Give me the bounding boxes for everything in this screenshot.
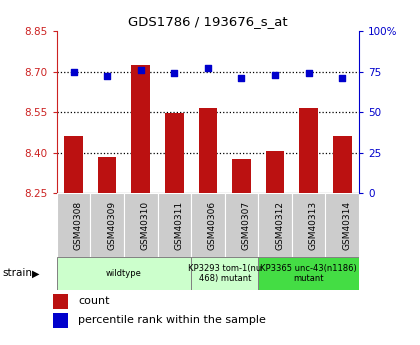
- Bar: [64, 136, 83, 193]
- Bar: [232, 159, 251, 193]
- Point: [205, 66, 211, 71]
- Bar: [299, 108, 318, 193]
- Point: [339, 75, 346, 81]
- Bar: [292, 193, 326, 257]
- Bar: [158, 193, 191, 257]
- Bar: [191, 257, 258, 290]
- Bar: [165, 114, 184, 193]
- Text: ▶: ▶: [32, 268, 39, 278]
- Point: [137, 67, 144, 73]
- Bar: [191, 193, 225, 257]
- Text: GSM40306: GSM40306: [208, 200, 217, 250]
- Bar: [98, 157, 116, 193]
- Text: count: count: [78, 296, 110, 306]
- Bar: [57, 257, 191, 290]
- Bar: [124, 193, 158, 257]
- Bar: [266, 151, 284, 193]
- Bar: [57, 193, 90, 257]
- Bar: [90, 193, 124, 257]
- Point: [70, 69, 77, 74]
- Bar: [258, 257, 359, 290]
- Text: GSM40311: GSM40311: [174, 200, 183, 250]
- Bar: [333, 136, 352, 193]
- Text: KP3365 unc-43(n1186)
mutant: KP3365 unc-43(n1186) mutant: [260, 264, 357, 283]
- Text: wildtype: wildtype: [106, 269, 142, 278]
- Point: [305, 70, 312, 76]
- Text: KP3293 tom-1(nu
468) mutant: KP3293 tom-1(nu 468) mutant: [188, 264, 261, 283]
- Title: GDS1786 / 193676_s_at: GDS1786 / 193676_s_at: [128, 16, 288, 29]
- Text: GSM40312: GSM40312: [275, 200, 284, 250]
- Point: [171, 70, 178, 76]
- Text: percentile rank within the sample: percentile rank within the sample: [78, 315, 266, 325]
- Point: [272, 72, 278, 78]
- Text: strain: strain: [2, 268, 32, 278]
- Bar: [131, 65, 150, 193]
- Bar: [258, 193, 292, 257]
- Text: GSM40310: GSM40310: [141, 200, 150, 250]
- Point: [238, 75, 245, 81]
- Point: [104, 74, 110, 79]
- Bar: [326, 193, 359, 257]
- Bar: [225, 193, 258, 257]
- Text: GSM40307: GSM40307: [241, 200, 250, 250]
- Bar: [53, 294, 68, 308]
- Text: GSM40308: GSM40308: [74, 200, 82, 250]
- Text: GSM40314: GSM40314: [342, 200, 351, 250]
- Bar: [199, 108, 217, 193]
- Text: GSM40309: GSM40309: [107, 200, 116, 250]
- Bar: [53, 313, 68, 328]
- Text: GSM40313: GSM40313: [309, 200, 318, 250]
